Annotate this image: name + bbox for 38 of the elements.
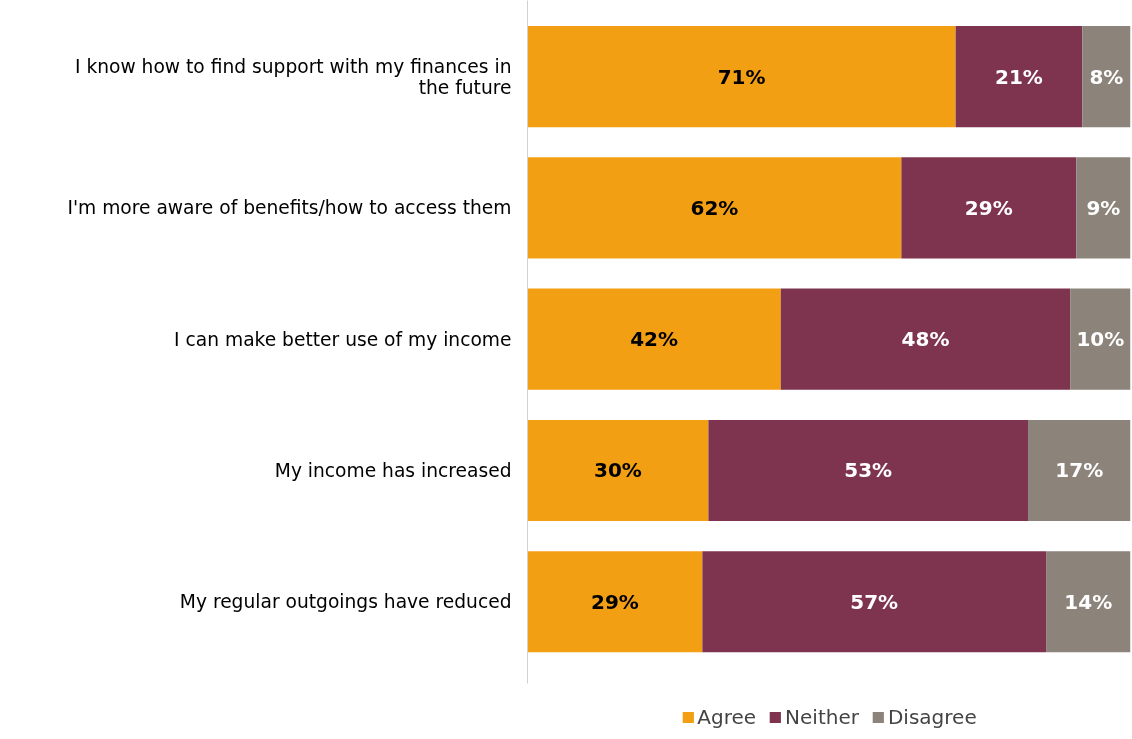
bar	[702, 551, 1047, 653]
legend-label: Agree	[697, 705, 757, 729]
data-label: 53%	[844, 458, 893, 483]
data-label: 71%	[717, 64, 766, 89]
data-label: 8%	[1089, 64, 1124, 89]
data-label: 21%	[995, 64, 1043, 89]
data-label: 17%	[1055, 458, 1104, 483]
bar	[527, 419, 709, 521]
data-label: 9%	[1086, 195, 1121, 220]
bar	[1082, 26, 1131, 128]
bar	[708, 419, 1028, 521]
data-label: 62%	[690, 195, 739, 220]
legend-label: Neither	[785, 705, 859, 729]
bar	[955, 26, 1083, 128]
bar	[527, 26, 956, 128]
bar	[780, 288, 1071, 390]
bar	[1046, 551, 1131, 653]
data-label: 29%	[591, 589, 639, 614]
data-label: 10%	[1076, 327, 1125, 352]
bar	[527, 288, 781, 390]
bar	[1076, 157, 1131, 259]
data-label: 29%	[964, 195, 1013, 220]
y-tick-label: I know how to find support with my finances in the future	[74, 55, 512, 98]
bar	[1070, 288, 1131, 390]
bar	[527, 551, 703, 653]
data-label: 30%	[594, 458, 642, 483]
y-tick-label: I'm more aware of benefits/how to access them	[67, 197, 512, 219]
data-label: 57%	[850, 589, 899, 614]
data-label: 48%	[901, 327, 950, 352]
legend-label: Disagree	[887, 705, 977, 729]
y-tick-label: My income has increased	[274, 459, 512, 481]
data-label: 42%	[630, 327, 679, 352]
y-tick-label: My regular outgoings have reduced	[179, 591, 512, 613]
bar	[527, 157, 902, 259]
bar	[901, 157, 1077, 259]
y-tick-label: I can make better use of my income	[174, 328, 512, 350]
data-label: 14%	[1064, 589, 1113, 614]
bar	[1027, 419, 1131, 521]
